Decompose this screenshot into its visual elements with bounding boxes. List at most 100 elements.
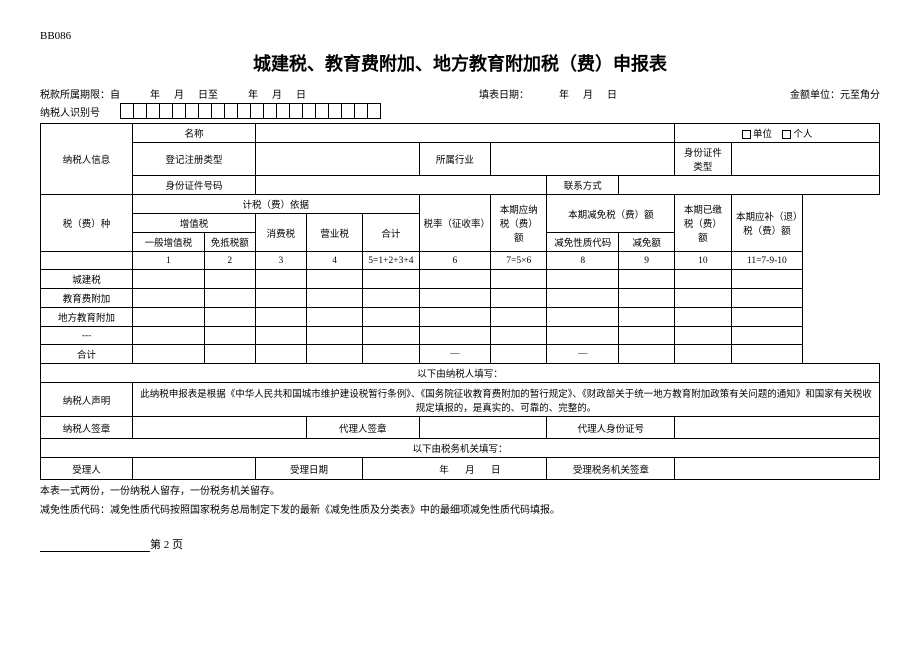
tax-row: 地方教育附加 [41,308,880,327]
entity-type-cell[interactable]: 单位 个人 [675,124,880,143]
declaration-text: 此纳税申报表是根据《中华人民共和国城市维护建设税暂行条例》、《国务院征收教育费附… [133,383,880,417]
id-type-label: 身份证件类型 [675,143,731,176]
id-type-value[interactable] [731,143,879,176]
tax-cell[interactable] [491,308,547,327]
tax-cell[interactable] [204,327,255,345]
reg-type-value[interactable] [255,143,419,176]
col-normal-vat: 一般增值税 [133,233,205,252]
receive-office-sign-label: 受理税务机关签章 [547,458,675,480]
unit-checkbox-label: 单位 [753,130,772,140]
declaration-label: 纳税人声明 [41,383,133,417]
taxoffice-fill-header: 以下由税务机关填写： [41,439,880,458]
tax-cell[interactable] [255,270,306,289]
page-number: 第 2 页 [40,536,880,552]
taxpayer-id-cells[interactable] [120,103,381,119]
receive-row: 受理人 受理日期 年 月 日 受理税务机关签章 [41,458,880,480]
tax-cell[interactable] [675,289,731,308]
main-table: 纳税人信息 名称 单位 个人 登记注册类型 所属行业 身份证件类型 身份证件号码… [40,123,880,480]
id-number-value[interactable] [255,176,547,195]
col-current-payable: 本期应纳税（费）额 [491,195,547,252]
tax-cell[interactable] [675,270,731,289]
declaration-row: 纳税人声明 此纳税申报表是根据《中华人民共和国城市维护建设税暂行条例》、《国务院… [41,383,880,417]
form-title: 城建税、教育费附加、地方教育附加税（费）申报表 [40,50,880,76]
tax-cell[interactable] [307,270,363,289]
col-deduct-vat: 免抵税额 [204,233,255,252]
tax-cell[interactable] [204,270,255,289]
tax-cell[interactable] [363,308,419,327]
tax-cell[interactable] [547,289,619,308]
tax-cell[interactable] [419,327,491,345]
tax-cell[interactable] [133,327,205,345]
tax-cell[interactable] [133,289,205,308]
receive-office-sign-value[interactable] [675,458,880,480]
tax-cell[interactable] [491,289,547,308]
tax-cell[interactable] [491,270,547,289]
col-consumption: 消费税 [255,214,306,252]
reg-type-label: 登记注册类型 [133,143,256,176]
tax-cell[interactable] [307,308,363,327]
tax-cell[interactable] [619,289,675,308]
tax-cell[interactable] [547,308,619,327]
tax-cell[interactable] [307,289,363,308]
tax-cell[interactable] [731,270,803,289]
tax-row-label: --- [41,327,133,345]
period-y1: 年 [150,86,160,101]
agent-id-value[interactable] [675,417,880,439]
agent-sign-value[interactable] [419,417,547,439]
tax-cell[interactable] [547,327,619,345]
tax-cell[interactable] [133,270,205,289]
taxpayer-fill-header-row: 以下由纳税人填写： [41,364,880,383]
col-reduction-group: 本期减免税（费）额 [547,195,675,233]
period-row: 税款所属期限：自 年 月 日至 年 月 日 填表日期： 年 月 日 金额单位：元… [40,86,880,101]
tax-cell[interactable] [255,327,306,345]
name-value[interactable] [255,124,674,143]
tax-row: --- [41,327,880,345]
industry-label: 所属行业 [419,143,491,176]
taxpayer-sign-value[interactable] [133,417,307,439]
tax-cell[interactable] [363,289,419,308]
col-current-due: 本期应补（退）税（费）额 [731,195,803,252]
industry-value[interactable] [491,143,675,176]
tax-cell[interactable] [547,270,619,289]
tax-cell[interactable] [619,308,675,327]
tax-cell[interactable] [419,308,491,327]
tax-cell[interactable] [133,308,205,327]
tax-cell[interactable] [675,327,731,345]
tax-row: 教育费附加 [41,289,880,308]
receiver-value[interactable] [133,458,256,480]
period-label: 税款所属期限：自 [40,86,120,101]
tax-cell[interactable] [255,289,306,308]
tax-cell[interactable] [619,327,675,345]
tax-cell[interactable] [204,308,255,327]
tax-cell[interactable] [731,327,803,345]
tax-cell[interactable] [307,327,363,345]
col-number: 2 [204,252,255,270]
col-number: 11=7-9-10 [731,252,803,270]
tax-cell[interactable] [363,270,419,289]
tax-cell[interactable] [255,308,306,327]
tax-cell[interactable] [491,327,547,345]
header-row-1: 税（费）种 计税（费）依据 税率（征收率） 本期应纳税（费）额 本期减免税（费）… [41,195,880,214]
tax-cell[interactable] [619,270,675,289]
taxoffice-fill-header-row: 以下由税务机关填写： [41,439,880,458]
tax-row: 城建税 [41,270,880,289]
col-number: 5=1+2+3+4 [363,252,419,270]
col-rate: 税率（征收率） [419,195,491,252]
tax-cell[interactable] [731,308,803,327]
tax-cell[interactable] [731,289,803,308]
col-number: 1 [133,252,205,270]
tax-cell[interactable] [419,289,491,308]
contact-value[interactable] [619,176,880,195]
period-y2: 年 [248,86,258,101]
agent-sign-label: 代理人签章 [307,417,420,439]
tax-cell[interactable] [204,289,255,308]
receive-date-value[interactable]: 年 月 日 [363,458,547,480]
period-m1: 月 [174,86,184,101]
col-number: 4 [307,252,363,270]
tax-cell[interactable] [419,270,491,289]
taxpayer-fill-header: 以下由纳税人填写： [41,364,880,383]
col-total: 合计 [363,214,419,252]
tax-cell[interactable] [675,308,731,327]
fill-date-d: 日 [607,86,617,101]
tax-cell[interactable] [363,327,419,345]
